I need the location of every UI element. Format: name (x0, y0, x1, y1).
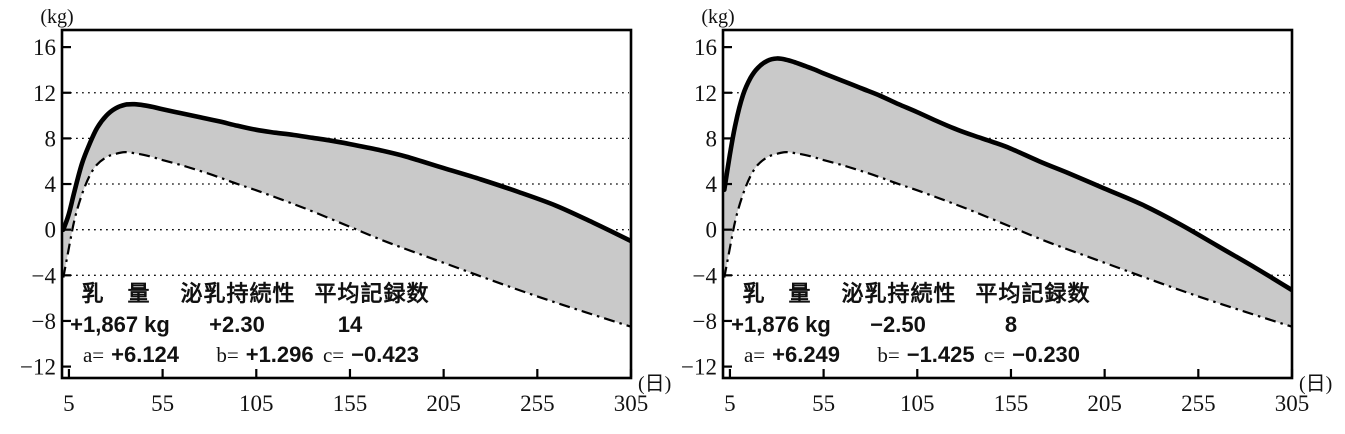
x-tick-label: 305 (614, 391, 649, 416)
annotation-header: 平均記録数 (314, 281, 429, 306)
annotation-value: 14 (338, 312, 363, 337)
x-tick-label: 155 (333, 391, 368, 416)
annotation-header: 泌乳持続性 (841, 281, 956, 306)
annotation-param-value: +6.124 (111, 342, 180, 367)
y-tick-label: −4 (693, 263, 718, 288)
annotation-value: 8 (1005, 312, 1017, 337)
x-tick-label: 5 (63, 391, 75, 416)
y-tick-label: 4 (706, 172, 718, 197)
annotation-param-label: b= (216, 343, 238, 367)
x-unit-label: (日) (1299, 373, 1332, 395)
annotation-param: a= +6.249 (744, 342, 840, 367)
y-tick-label: 0 (706, 218, 718, 243)
annotation-param: b= +1.296 (216, 342, 313, 367)
annotation-value: −2.50 (870, 312, 926, 337)
annotation-param-value: −1.425 (907, 342, 975, 367)
x-tick-label: 55 (812, 391, 835, 416)
x-tick-label: 105 (900, 391, 935, 416)
y-tick-label: 12 (694, 81, 717, 106)
y-tick-label: −12 (681, 355, 717, 380)
annotation-param-value: −0.230 (1012, 342, 1080, 367)
y-tick-label: −8 (32, 309, 56, 334)
annotation-param-label: b= (877, 343, 899, 367)
annotation-header: 泌乳持続性 (180, 281, 295, 306)
y-unit-label: (kg) (701, 6, 734, 28)
plot-border (60, 28, 633, 380)
x-tick-label: 305 (1275, 391, 1310, 416)
x-tick-label: 5 (724, 391, 736, 416)
shaded-band (63, 104, 631, 327)
upper-curve-solid (723, 56, 1292, 293)
annotation-param: c= −0.230 (984, 342, 1080, 367)
x-tick-label: 205 (426, 391, 461, 416)
x-tick-label: 205 (1087, 391, 1122, 416)
x-unit-label: (日) (638, 373, 671, 395)
y-tick-label: 0 (45, 218, 57, 243)
plot-border (721, 28, 1294, 380)
y-tick-label: −8 (693, 309, 717, 334)
annotation-value: +1,876 kg (731, 312, 831, 337)
y-tick-label: 16 (33, 35, 56, 60)
x-tick-label: 255 (1181, 391, 1216, 416)
annotation-param-value: +1.296 (246, 342, 314, 367)
y-unit-label: (kg) (40, 6, 73, 28)
lower-curve-dashdot (62, 150, 631, 328)
annotation-param-label: a= (744, 343, 765, 367)
lower-curve-dashdot (723, 150, 1292, 328)
annotation-value: +2.30 (209, 312, 265, 337)
annotation-param: c= −0.423 (323, 342, 419, 367)
y-tick-label: 8 (45, 126, 57, 151)
x-tick-label: 255 (520, 391, 555, 416)
y-tick-label: 16 (694, 35, 717, 60)
annotation-param-label: c= (323, 343, 344, 367)
y-tick-label: 4 (45, 172, 57, 197)
x-tick-label: 105 (239, 391, 274, 416)
annotation-param-value: −0.423 (351, 342, 419, 367)
annotation-header: 乳 量 (81, 281, 150, 306)
y-tick-label: −4 (32, 263, 57, 288)
annotation-header: 乳 量 (742, 281, 811, 306)
y-tick-label: 12 (33, 81, 56, 106)
annotation-value: +1,867 kg (70, 312, 170, 337)
upper-curve-solid (62, 101, 631, 244)
y-tick-label: 8 (706, 126, 718, 151)
annotation-param-label: a= (83, 343, 104, 367)
annotation-param: b= −1.425 (877, 342, 974, 367)
x-tick-label: 55 (151, 391, 174, 416)
annotation-param-value: +6.249 (772, 342, 840, 367)
x-tick-label: 155 (994, 391, 1029, 416)
shaded-band (724, 58, 1292, 327)
annotation-param-label: c= (984, 343, 1005, 367)
annotation-param: a= +6.124 (83, 342, 180, 367)
annotation-header: 平均記録数 (975, 281, 1090, 306)
y-tick-label: −12 (20, 355, 56, 380)
